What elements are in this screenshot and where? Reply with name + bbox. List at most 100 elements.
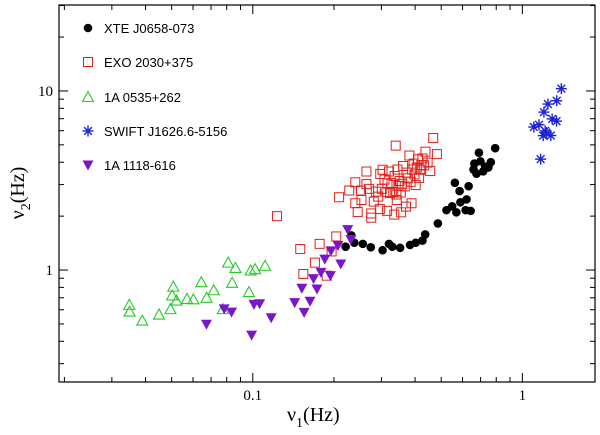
legend-item: XTE J0658-073 xyxy=(83,21,194,36)
data-point xyxy=(452,208,461,217)
data-point xyxy=(391,195,402,206)
data-point xyxy=(455,186,464,196)
data-point xyxy=(555,83,567,95)
data-point xyxy=(433,219,443,228)
legend-item: 1A 0535+262 xyxy=(81,90,181,105)
data-point xyxy=(474,148,484,158)
data-point xyxy=(165,288,179,301)
data-point xyxy=(545,129,557,141)
data-point xyxy=(352,206,363,217)
data-point xyxy=(394,176,405,187)
data-point xyxy=(200,319,212,330)
data-point xyxy=(228,261,242,274)
legend-marker xyxy=(83,57,93,67)
data-point xyxy=(295,244,306,255)
legend-marker xyxy=(83,23,93,33)
data-point xyxy=(298,269,309,280)
data-point xyxy=(258,259,272,271)
legend-marker xyxy=(81,90,95,103)
data-point xyxy=(419,160,430,171)
data-point xyxy=(464,181,473,191)
data-point xyxy=(355,185,366,196)
data-point xyxy=(490,143,500,153)
y-tick-label: 10 xyxy=(38,84,53,100)
data-point xyxy=(378,245,387,255)
legend-label: 1A 0535+262 xyxy=(104,90,181,105)
data-point xyxy=(344,185,355,196)
data-point xyxy=(325,246,337,257)
data-point xyxy=(389,209,400,220)
data-point xyxy=(385,188,396,199)
data-point xyxy=(535,153,547,165)
data-point xyxy=(207,283,221,296)
series-4 xyxy=(200,225,357,341)
legend-marker xyxy=(82,160,94,171)
data-point xyxy=(428,133,439,144)
data-point xyxy=(414,172,425,183)
legend: XTE J0658-073 EXO 2030+375 1A 0535+262 SWIF… xyxy=(81,21,227,173)
data-point xyxy=(308,274,320,285)
legend-label: XTE J0658-073 xyxy=(104,21,194,36)
data-point xyxy=(315,267,327,278)
data-point xyxy=(272,211,283,222)
data-point xyxy=(123,304,136,317)
data-point xyxy=(341,242,350,251)
plot-frame xyxy=(58,4,596,383)
data-point xyxy=(122,298,136,310)
axis-ticks xyxy=(59,5,595,382)
data-point xyxy=(350,177,361,188)
data-point xyxy=(334,192,345,203)
data-point xyxy=(166,279,180,292)
data-point xyxy=(422,157,433,168)
legend-item: SWIFT J1626.6-5156 xyxy=(82,124,227,139)
data-point xyxy=(200,291,214,303)
legend-item: EXO 2030+375 xyxy=(83,55,193,70)
data-point xyxy=(390,140,401,151)
series-0 xyxy=(341,143,500,255)
data-points xyxy=(122,83,567,341)
data-point xyxy=(311,284,323,295)
data-point xyxy=(164,302,177,315)
data-point xyxy=(366,242,376,252)
data-point xyxy=(366,212,377,223)
data-point xyxy=(342,225,354,236)
data-point xyxy=(538,106,550,118)
data-point xyxy=(180,292,194,305)
data-point xyxy=(381,186,392,197)
data-point xyxy=(194,275,208,288)
data-point xyxy=(411,238,420,248)
legend-marker xyxy=(82,125,94,137)
data-point xyxy=(420,146,431,157)
data-point xyxy=(447,201,457,211)
data-point xyxy=(388,186,399,197)
x-axis-label: ν1(Hz) xyxy=(287,404,340,431)
data-point xyxy=(248,262,262,275)
data-point xyxy=(242,285,256,298)
x-tick-label: 1 xyxy=(519,388,527,404)
data-point xyxy=(314,238,325,249)
data-point xyxy=(225,276,239,288)
data-point xyxy=(170,293,183,306)
data-point xyxy=(335,259,347,270)
data-point xyxy=(361,166,372,177)
data-point xyxy=(298,307,310,318)
data-point xyxy=(450,178,460,188)
data-point xyxy=(289,298,301,309)
data-point xyxy=(135,313,149,326)
series-2 xyxy=(122,255,272,326)
data-point xyxy=(420,230,430,239)
data-point xyxy=(374,204,385,215)
data-point xyxy=(542,98,554,110)
data-point xyxy=(324,271,336,282)
data-point xyxy=(462,195,471,204)
data-point xyxy=(244,263,258,276)
data-point xyxy=(319,254,331,265)
data-point xyxy=(358,239,368,249)
data-point xyxy=(410,180,421,191)
data-point xyxy=(186,292,200,305)
data-point xyxy=(226,307,238,318)
data-point xyxy=(387,242,397,251)
data-point xyxy=(364,183,375,194)
data-point xyxy=(221,255,235,268)
